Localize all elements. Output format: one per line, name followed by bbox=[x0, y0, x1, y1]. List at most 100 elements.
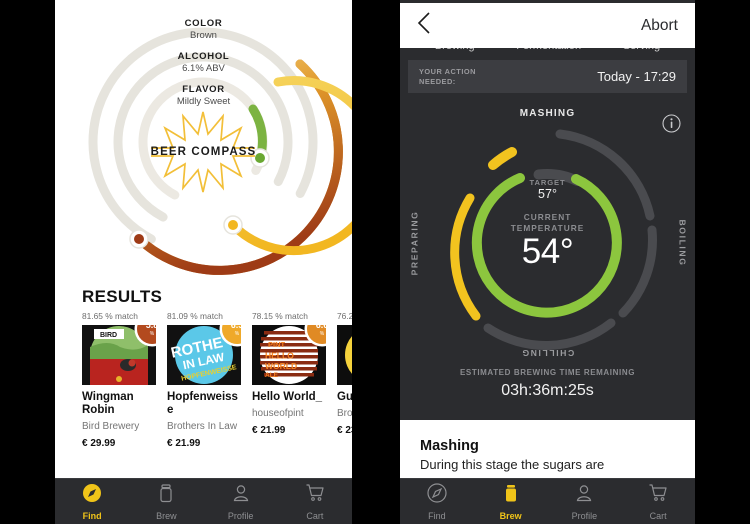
target-value: 57° bbox=[538, 187, 557, 201]
tab-profile[interactable]: Profile bbox=[204, 483, 278, 521]
compass-arcs[interactable] bbox=[55, 0, 352, 285]
beer-price: € 29.99 bbox=[82, 438, 116, 449]
beer-thumbnail[interactable]: PINT HELLO WORLD ALE 6.6 % bbox=[252, 325, 326, 385]
tab-brew[interactable]: Brew bbox=[474, 483, 548, 521]
stage-info-sheet[interactable]: Mashing During this stage the sugars are bbox=[400, 420, 695, 478]
beer-compass-logo bbox=[151, 111, 255, 193]
beer-name: Hopfenweisse bbox=[167, 391, 238, 416]
jar-icon bbox=[501, 483, 521, 508]
current-temperature-label: CURRENT TEMPERATURE bbox=[400, 212, 695, 234]
right-phone-screen: Brewing Fermentation Serving Abort YOUR … bbox=[400, 0, 695, 524]
match-percentage: 81.09 % match bbox=[167, 311, 223, 321]
compass-attribute-labels: COLOR Brown ALCOHOL 6.1% ABV FLAVOR Mild… bbox=[55, 18, 352, 117]
tab-brew-label: Brew bbox=[499, 510, 522, 521]
match-percentage: 81.65 % match bbox=[82, 311, 138, 321]
attribute-color-value: Brown bbox=[190, 30, 217, 41]
tab-profile-label: Profile bbox=[227, 510, 254, 521]
chevron-left-icon[interactable] bbox=[417, 12, 431, 39]
brewery-name: houseofpint bbox=[252, 408, 304, 419]
action-needed-time: Today - 17:29 bbox=[597, 69, 676, 84]
tab-cart-label: Cart bbox=[649, 510, 667, 521]
tab-find[interactable]: Find bbox=[400, 482, 474, 521]
tab-find-label: Find bbox=[428, 510, 446, 521]
beer-name: Hello World_ bbox=[252, 391, 323, 403]
match-percentage: 78.15 % match bbox=[252, 311, 308, 321]
rating-unit: % bbox=[319, 330, 325, 337]
left-phone-screen: COLOR Brown ALCOHOL 6.1% ABV FLAVOR Mild… bbox=[55, 0, 352, 524]
left-tabbar: Find Brew Profile bbox=[55, 478, 352, 524]
beer-name: Gule Cra bbox=[337, 391, 352, 403]
attribute-flavor: FLAVOR Mildly Sweet bbox=[55, 84, 352, 108]
result-card[interactable]: 81.09 % match ROTHE IN LAW HOPFENWEISSE bbox=[167, 311, 241, 449]
action-needed-bar: YOUR ACTION NEEDED: Today - 17:29 bbox=[408, 60, 687, 93]
beer-price: € 21.99 bbox=[252, 425, 286, 436]
cart-icon bbox=[648, 483, 668, 508]
beer-price: € 23 bbox=[337, 425, 352, 436]
beer-thumbnail[interactable]: ROTHE IN LAW HOPFENWEISSE 6.5 % bbox=[167, 325, 241, 385]
rating-value: 5.8 bbox=[146, 325, 156, 329]
tab-find[interactable]: Find bbox=[55, 483, 129, 521]
estimate-label: ESTIMATED BREWING TIME REMAINING bbox=[459, 368, 636, 377]
attribute-color-key: COLOR bbox=[184, 18, 223, 29]
stage-info-body: During this stage the sugars are bbox=[420, 457, 605, 472]
tab-cart[interactable]: Cart bbox=[621, 483, 695, 521]
result-card[interactable]: 76.27 Gule Cra Brou de L € 23 bbox=[337, 311, 352, 449]
rating-badge: 6.5 % bbox=[222, 325, 241, 344]
current-temperature-label-line1: CURRENT bbox=[523, 212, 572, 222]
stage-info-title: Mashing bbox=[420, 438, 479, 454]
right-header-bar: Abort bbox=[400, 3, 695, 48]
attribute-alcohol-value: 6.1% ABV bbox=[182, 63, 225, 74]
tab-find-label: Find bbox=[82, 510, 102, 521]
ring-label-chilling: CHILLING bbox=[520, 348, 575, 358]
rating-unit: % bbox=[149, 330, 155, 337]
target-label: TARGET bbox=[529, 178, 566, 187]
brewery-name: Brothers In Law bbox=[167, 421, 238, 432]
results-heading: RESULTS bbox=[82, 287, 163, 306]
attribute-color: COLOR Brown bbox=[55, 18, 352, 42]
svg-text:BIRD: BIRD bbox=[100, 332, 117, 339]
result-card[interactable]: 81.65 % match BIRD 5.8 bbox=[82, 311, 156, 449]
beer-thumbnail[interactable]: BIRD 5.8 % bbox=[82, 325, 156, 385]
tab-brew-label: Brew bbox=[156, 510, 177, 521]
svg-text:PINT: PINT bbox=[268, 340, 286, 349]
brewery-name: Bird Brewery bbox=[82, 421, 140, 432]
gauge-arcs bbox=[450, 129, 657, 350]
brewery-name: Brou de L bbox=[337, 408, 352, 419]
rating-unit: % bbox=[234, 330, 240, 337]
cart-icon bbox=[305, 483, 325, 508]
brewing-gauge: PREPARING BOILING CHILLING TARGET 57° CU… bbox=[400, 120, 695, 380]
rating-value: 6.6 bbox=[316, 325, 326, 329]
tab-brew[interactable]: Brew bbox=[129, 483, 203, 521]
beer-name: Wingman Robin bbox=[82, 391, 134, 416]
person-icon bbox=[574, 483, 594, 508]
attribute-flavor-key: FLAVOR bbox=[182, 84, 225, 95]
action-needed-label-line1: YOUR ACTION bbox=[419, 67, 476, 76]
right-tabbar: Find Brew Profile bbox=[400, 478, 695, 524]
person-icon bbox=[231, 483, 251, 508]
tab-profile-label: Profile bbox=[571, 510, 598, 521]
result-card[interactable]: 78.15 % match PINT HELLO WORLD bbox=[252, 311, 326, 449]
attribute-alcohol-key: ALCOHOL bbox=[177, 51, 230, 62]
current-temperature-value: 54° bbox=[521, 232, 574, 271]
tab-cart[interactable]: Cart bbox=[278, 483, 352, 521]
tab-profile[interactable]: Profile bbox=[548, 483, 622, 521]
estimate-value: 03h:36m:25s bbox=[501, 382, 594, 399]
abort-button[interactable]: Abort bbox=[640, 16, 678, 34]
compass-icon bbox=[82, 483, 102, 508]
current-temperature-label-line2: TEMPERATURE bbox=[510, 223, 585, 233]
jar-icon bbox=[156, 483, 176, 508]
svg-text:HELLO: HELLO bbox=[265, 351, 294, 361]
info-icon[interactable] bbox=[662, 114, 681, 138]
svg-text:ALE: ALE bbox=[265, 372, 279, 379]
arc-alcohol bbox=[228, 76, 352, 256]
beer-price: € 21.99 bbox=[167, 438, 201, 449]
current-temperature-arc bbox=[471, 173, 622, 318]
action-needed-label: YOUR ACTION NEEDED: bbox=[419, 67, 476, 86]
stage-title: MASHING bbox=[519, 108, 576, 119]
results-list: 81.65 % match BIRD 5.8 bbox=[82, 311, 352, 449]
beer-thumbnail[interactable] bbox=[337, 325, 352, 385]
beer-compass-logo-text: BEER COMPASS bbox=[150, 146, 257, 158]
svg-text:WORLD: WORLD bbox=[265, 361, 297, 371]
beer-compass-widget[interactable]: COLOR Brown ALCOHOL 6.1% ABV FLAVOR Mild… bbox=[55, 0, 352, 285]
